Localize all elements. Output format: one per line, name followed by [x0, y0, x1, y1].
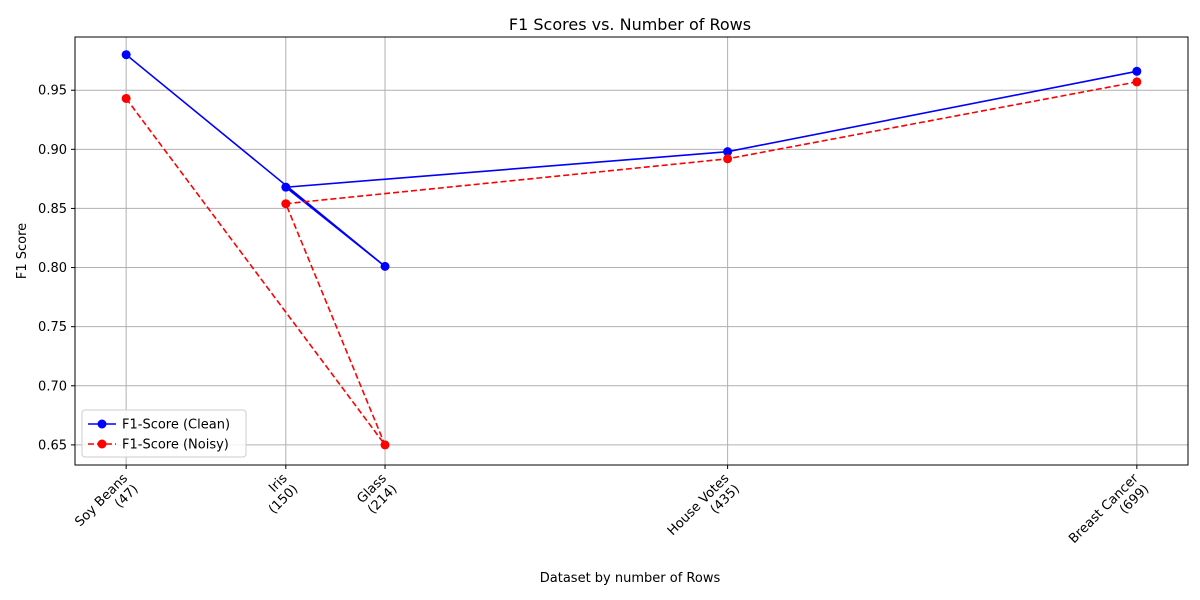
y-tick-label: 0.70	[38, 379, 67, 394]
x-tick-label: House Votes(435)	[665, 471, 743, 549]
chart-title: F1 Scores vs. Number of Rows	[509, 15, 751, 34]
x-tick-label: Glass(214)	[354, 471, 400, 517]
x-tick-label: Iris(150)	[255, 471, 301, 517]
y-tick-label: 0.85	[38, 202, 67, 217]
y-tick-label: 0.65	[38, 438, 67, 453]
data-point	[723, 154, 733, 164]
data-point	[1132, 66, 1142, 76]
series-line-f1-score-clean	[125, 54, 1137, 268]
plot-frame	[74, 36, 1189, 466]
data-point	[723, 147, 733, 157]
x-tick-label: Soy Beans(47)	[72, 471, 141, 540]
y-tick-label: 0.75	[38, 320, 67, 335]
axis-ticks: Soy Beans(47) Iris(150) Glass(214) House Vo…	[38, 84, 1153, 558]
series-lines	[121, 50, 1142, 450]
legend-label: F1-Score (Noisy)	[122, 438, 229, 453]
data-point	[380, 440, 390, 450]
data-point	[281, 199, 291, 209]
legend-marker	[97, 419, 107, 429]
y-tick-label: 0.90	[38, 143, 67, 158]
y-tick-label: 0.80	[38, 261, 67, 276]
legend: F1-Score (Clean) F1-Score (Noisy)	[81, 409, 247, 458]
grid-lines	[75, 37, 1188, 465]
y-tick-label: 0.95	[38, 84, 67, 99]
x-tick-label: Breast Cancer(699)	[1066, 471, 1153, 558]
legend-label: F1-Score (Clean)	[122, 418, 230, 433]
data-point	[380, 261, 390, 271]
legend-marker	[97, 439, 107, 449]
series-line-f1-score-noisy	[125, 81, 1137, 446]
x-axis-label: Dataset by number of Rows	[540, 571, 721, 586]
data-point	[121, 50, 131, 60]
legend-box	[81, 409, 247, 458]
data-point	[281, 182, 291, 192]
data-point	[1132, 77, 1142, 87]
y-axis-label: F1 Score	[15, 223, 30, 279]
data-point	[121, 93, 131, 103]
